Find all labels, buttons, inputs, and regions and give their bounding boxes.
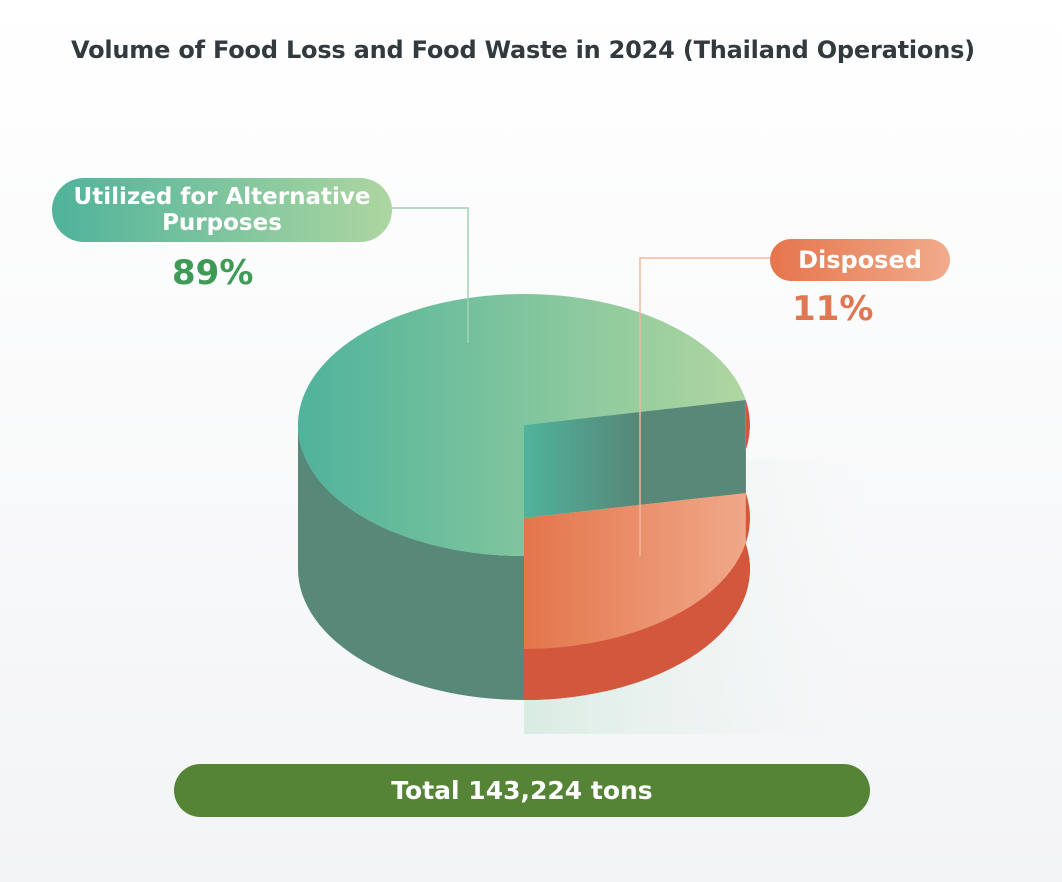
- utilized-label-text: Utilized for Alternative Purposes: [73, 184, 371, 236]
- chart-title: Volume of Food Loss and Food Waste in 20…: [71, 36, 975, 64]
- disposed-label: Disposed: [770, 239, 950, 281]
- utilized-percent: 89%: [172, 253, 254, 293]
- utilized-slice-top: [297, 294, 746, 556]
- disposed-slice-outer: [524, 493, 750, 700]
- utilized-leader-line: [392, 207, 469, 343]
- disposed-slice-top: [524, 493, 750, 649]
- disposed-percent: 11%: [792, 289, 874, 329]
- utilized-label: Utilized for Alternative Purposes: [52, 178, 392, 242]
- utilized-slice-side: [298, 425, 524, 700]
- utilized-inner-wall: [524, 400, 746, 518]
- disposed-label-text: Disposed: [798, 246, 922, 274]
- disposed-leader-line: [639, 257, 770, 556]
- total-summary: Total 143,224 tons: [174, 764, 870, 817]
